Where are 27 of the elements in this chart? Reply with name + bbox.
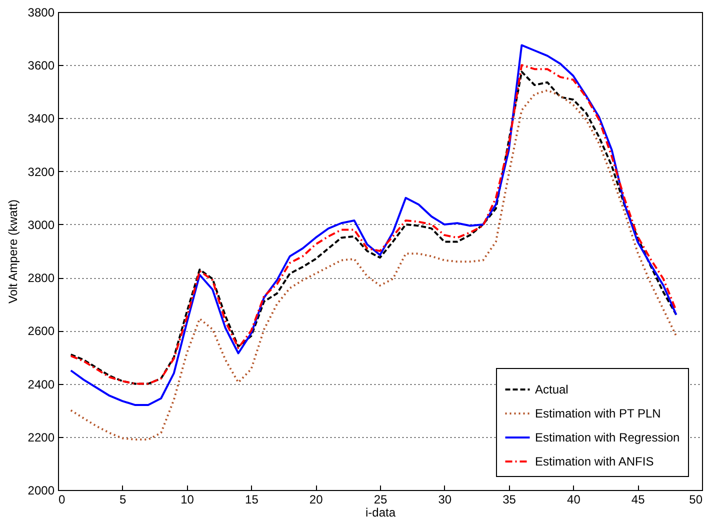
y-tick-label: 2800 xyxy=(28,271,55,286)
x-tick-label: 10 xyxy=(180,492,194,506)
x-tick-label: 25 xyxy=(374,492,388,506)
y-tick-label: 3600 xyxy=(28,58,55,73)
y-tick-label: 2400 xyxy=(28,377,55,392)
legend-label: Estimation with ANFIS xyxy=(535,454,654,468)
y-tick-label: 3200 xyxy=(28,164,55,179)
x-tick-label: 50 xyxy=(689,492,703,506)
x-tick-label: 5 xyxy=(120,492,127,506)
y-tick-label: 2600 xyxy=(28,324,55,338)
x-tick-label: 40 xyxy=(567,492,581,506)
y-tick-label: 3400 xyxy=(28,112,55,126)
x-tick-label: 30 xyxy=(438,492,452,506)
y-tick-label: 3000 xyxy=(28,218,55,232)
x-tick-label: 45 xyxy=(631,492,646,506)
x-tick-label: 0 xyxy=(58,492,66,506)
legend-label: Actual xyxy=(535,382,568,396)
x-axis-title: i-data xyxy=(365,506,396,520)
x-tick-label: 35 xyxy=(502,492,516,506)
y-tick-label: 3800 xyxy=(28,6,55,20)
y-axis-title: Volt Ampere (kwatt) xyxy=(6,199,20,304)
x-tick-label: 20 xyxy=(309,492,324,506)
x-tick-label: 15 xyxy=(245,492,259,506)
legend-label: Estimation with Regression xyxy=(535,430,680,444)
y-tick-label: 2000 xyxy=(28,484,55,498)
legend-label: Estimation with PT PLN xyxy=(535,406,661,420)
y-tick-label: 2200 xyxy=(28,430,55,444)
